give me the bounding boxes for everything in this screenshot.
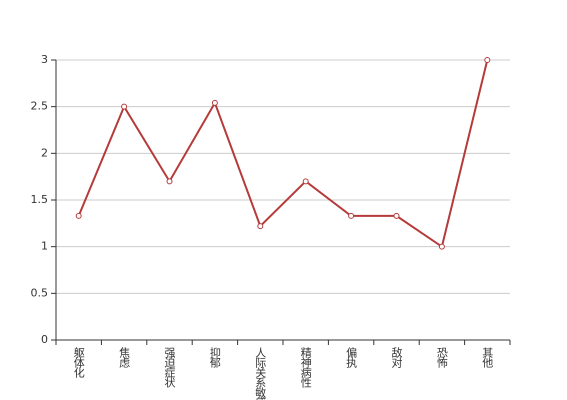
point xyxy=(211,99,218,106)
y-tick-label: 1.5 xyxy=(31,193,49,206)
point xyxy=(484,57,491,63)
x-tick-label: 精神病性 xyxy=(299,347,312,389)
y-tick-label: 1 xyxy=(41,240,48,253)
point xyxy=(75,212,82,219)
y-tick-label: 2 xyxy=(41,146,48,159)
point xyxy=(438,243,445,250)
x-tick-label: 躯体化 xyxy=(72,347,85,379)
x-tick-label: 偏执 xyxy=(345,346,358,369)
line xyxy=(77,59,489,249)
x-tick-label: 抑郁 xyxy=(208,346,221,368)
x-tick-label: 恐怖 xyxy=(435,347,448,368)
x-tick-label: 强迫症状 xyxy=(163,347,176,388)
point xyxy=(121,103,128,110)
x-tick-label: 敌对 xyxy=(390,346,403,368)
x-tick-label: 人际关系敏感 xyxy=(254,347,267,400)
y-tick-label: 2.5 xyxy=(31,100,49,113)
point xyxy=(393,212,400,219)
point xyxy=(302,178,309,185)
y-tick-label: 3 xyxy=(41,53,48,66)
point xyxy=(348,212,355,219)
point xyxy=(166,178,173,185)
y-tick-label: 0 xyxy=(41,333,48,346)
y-tick-label: 0.5 xyxy=(31,286,49,299)
x-tick-label: 其他 xyxy=(481,347,494,368)
x-tick-label: 焦虑 xyxy=(118,347,131,368)
point xyxy=(257,223,264,230)
